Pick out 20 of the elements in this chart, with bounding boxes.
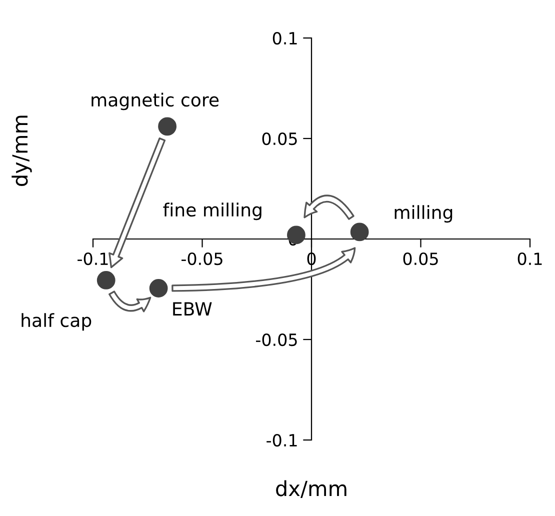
x-tick-label: -0.1 — [78, 252, 108, 266]
point — [287, 226, 306, 244]
x-tick-label: 0.1 — [518, 252, 542, 266]
annotation: fine milling — [163, 202, 262, 220]
y-axis-title: dy/mm — [12, 116, 32, 186]
x-axis-title: dx/mm — [276, 480, 346, 498]
annotation: half cap — [22, 313, 92, 331]
annotation: milling — [394, 205, 452, 223]
point — [149, 279, 168, 298]
point — [350, 222, 369, 242]
point — [96, 271, 116, 290]
x-tick-label: -0.05 — [182, 252, 222, 266]
x-tick-label: 0.05 — [403, 252, 438, 266]
annotation: EBW — [173, 302, 212, 316]
y-tick-label: 0.05 — [262, 132, 297, 146]
annotation: magnetic core — [92, 92, 219, 110]
y-tick-label: 0.1 — [272, 32, 297, 45]
y-tick-label: -0.1 — [266, 434, 297, 447]
point — [158, 117, 176, 136]
y-tick-label: -0.05 — [256, 333, 297, 346]
